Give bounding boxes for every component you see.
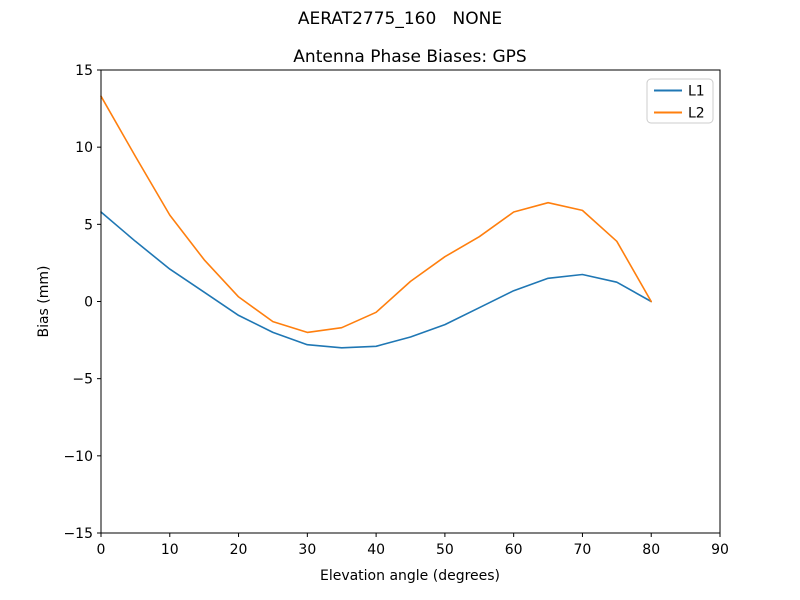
x-tick-label: 30 (298, 542, 316, 558)
y-tick-label: −10 (63, 449, 93, 465)
y-tick-label: −15 (63, 526, 93, 542)
series-line-l2 (100, 95, 653, 334)
plot-lines (100, 95, 653, 349)
x-tick-label: 40 (367, 542, 385, 558)
figure-suptitle: AERAT2775_160 NONE (298, 9, 502, 29)
legend-label-l2: L2 (688, 106, 705, 122)
y-tick-label: 15 (75, 63, 93, 79)
x-axis-label: Elevation angle (degrees) (320, 568, 500, 584)
x-tick-label: 10 (161, 542, 179, 558)
legend-label-l1: L1 (688, 84, 705, 100)
legend: L1 L2 (646, 78, 714, 124)
y-tick-label: 5 (84, 217, 93, 233)
y-axis-label: Bias (mm) (36, 265, 52, 337)
x-tick-label: 20 (230, 542, 248, 558)
y-tick-label: −5 (72, 372, 93, 388)
x-tick-label: 90 (711, 542, 729, 558)
x-tick-label: 70 (574, 542, 592, 558)
x-tick-label: 80 (642, 542, 660, 558)
x-tick-label: 60 (505, 542, 523, 558)
y-axis-ticks: −15 −10 −5 0 5 10 15 (63, 63, 101, 542)
plot-frame (100, 69, 721, 534)
y-tick-label: 10 (75, 140, 93, 156)
x-axis-ticks: 0 10 20 30 40 50 60 70 80 90 (97, 533, 729, 558)
x-tick-label: 0 (97, 542, 106, 558)
x-tick-label: 50 (436, 542, 454, 558)
series-line-l1 (100, 211, 653, 349)
axes-title: Antenna Phase Biases: GPS (293, 47, 526, 67)
y-tick-label: 0 (84, 295, 93, 311)
